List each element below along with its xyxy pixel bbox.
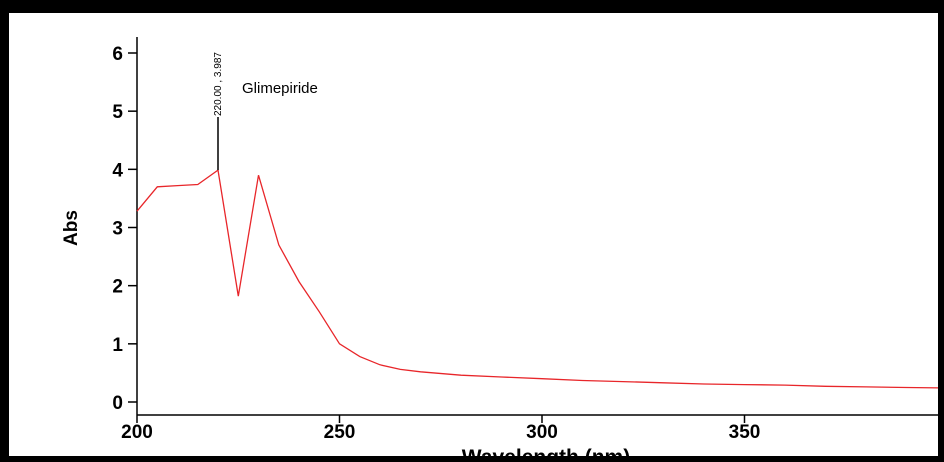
y-tick-label: 3	[112, 219, 123, 240]
y-tick-label: 5	[112, 102, 123, 123]
x-tick-label: 350	[729, 422, 761, 443]
peak-label: 220.00 , 3.987	[213, 52, 224, 116]
y-tick-label: 4	[112, 160, 123, 181]
y-ticks: 0 1 2 3 4 5 6	[112, 44, 137, 414]
series-layer	[136, 168, 938, 389]
series-line-glimepiride	[136, 168, 938, 389]
y-tick-label: 6	[112, 44, 123, 65]
x-ticks: 200 250 300 350	[121, 415, 760, 443]
y-tick-label: 2	[112, 277, 123, 298]
uv-spectrum-chart: 0 1 2 3 4 5 6 200 250 300 350 220.00 , 3.987 Glim…	[61, 37, 938, 462]
annotation-layer: 220.00 , 3.987	[213, 52, 224, 171]
x-tick-label: 300	[526, 422, 558, 443]
x-tick-label: 200	[121, 422, 153, 443]
y-tick-label: 1	[112, 335, 123, 356]
axes: 0 1 2 3 4 5 6 200 250 300 350	[112, 37, 938, 443]
y-tick-label: 0	[112, 393, 123, 414]
x-tick-label: 250	[324, 422, 356, 443]
series-label: Glimepiride	[242, 80, 318, 97]
y-axis-title: Abs	[61, 210, 82, 246]
x-axis-title: Wavelength (nm)	[462, 446, 630, 462]
